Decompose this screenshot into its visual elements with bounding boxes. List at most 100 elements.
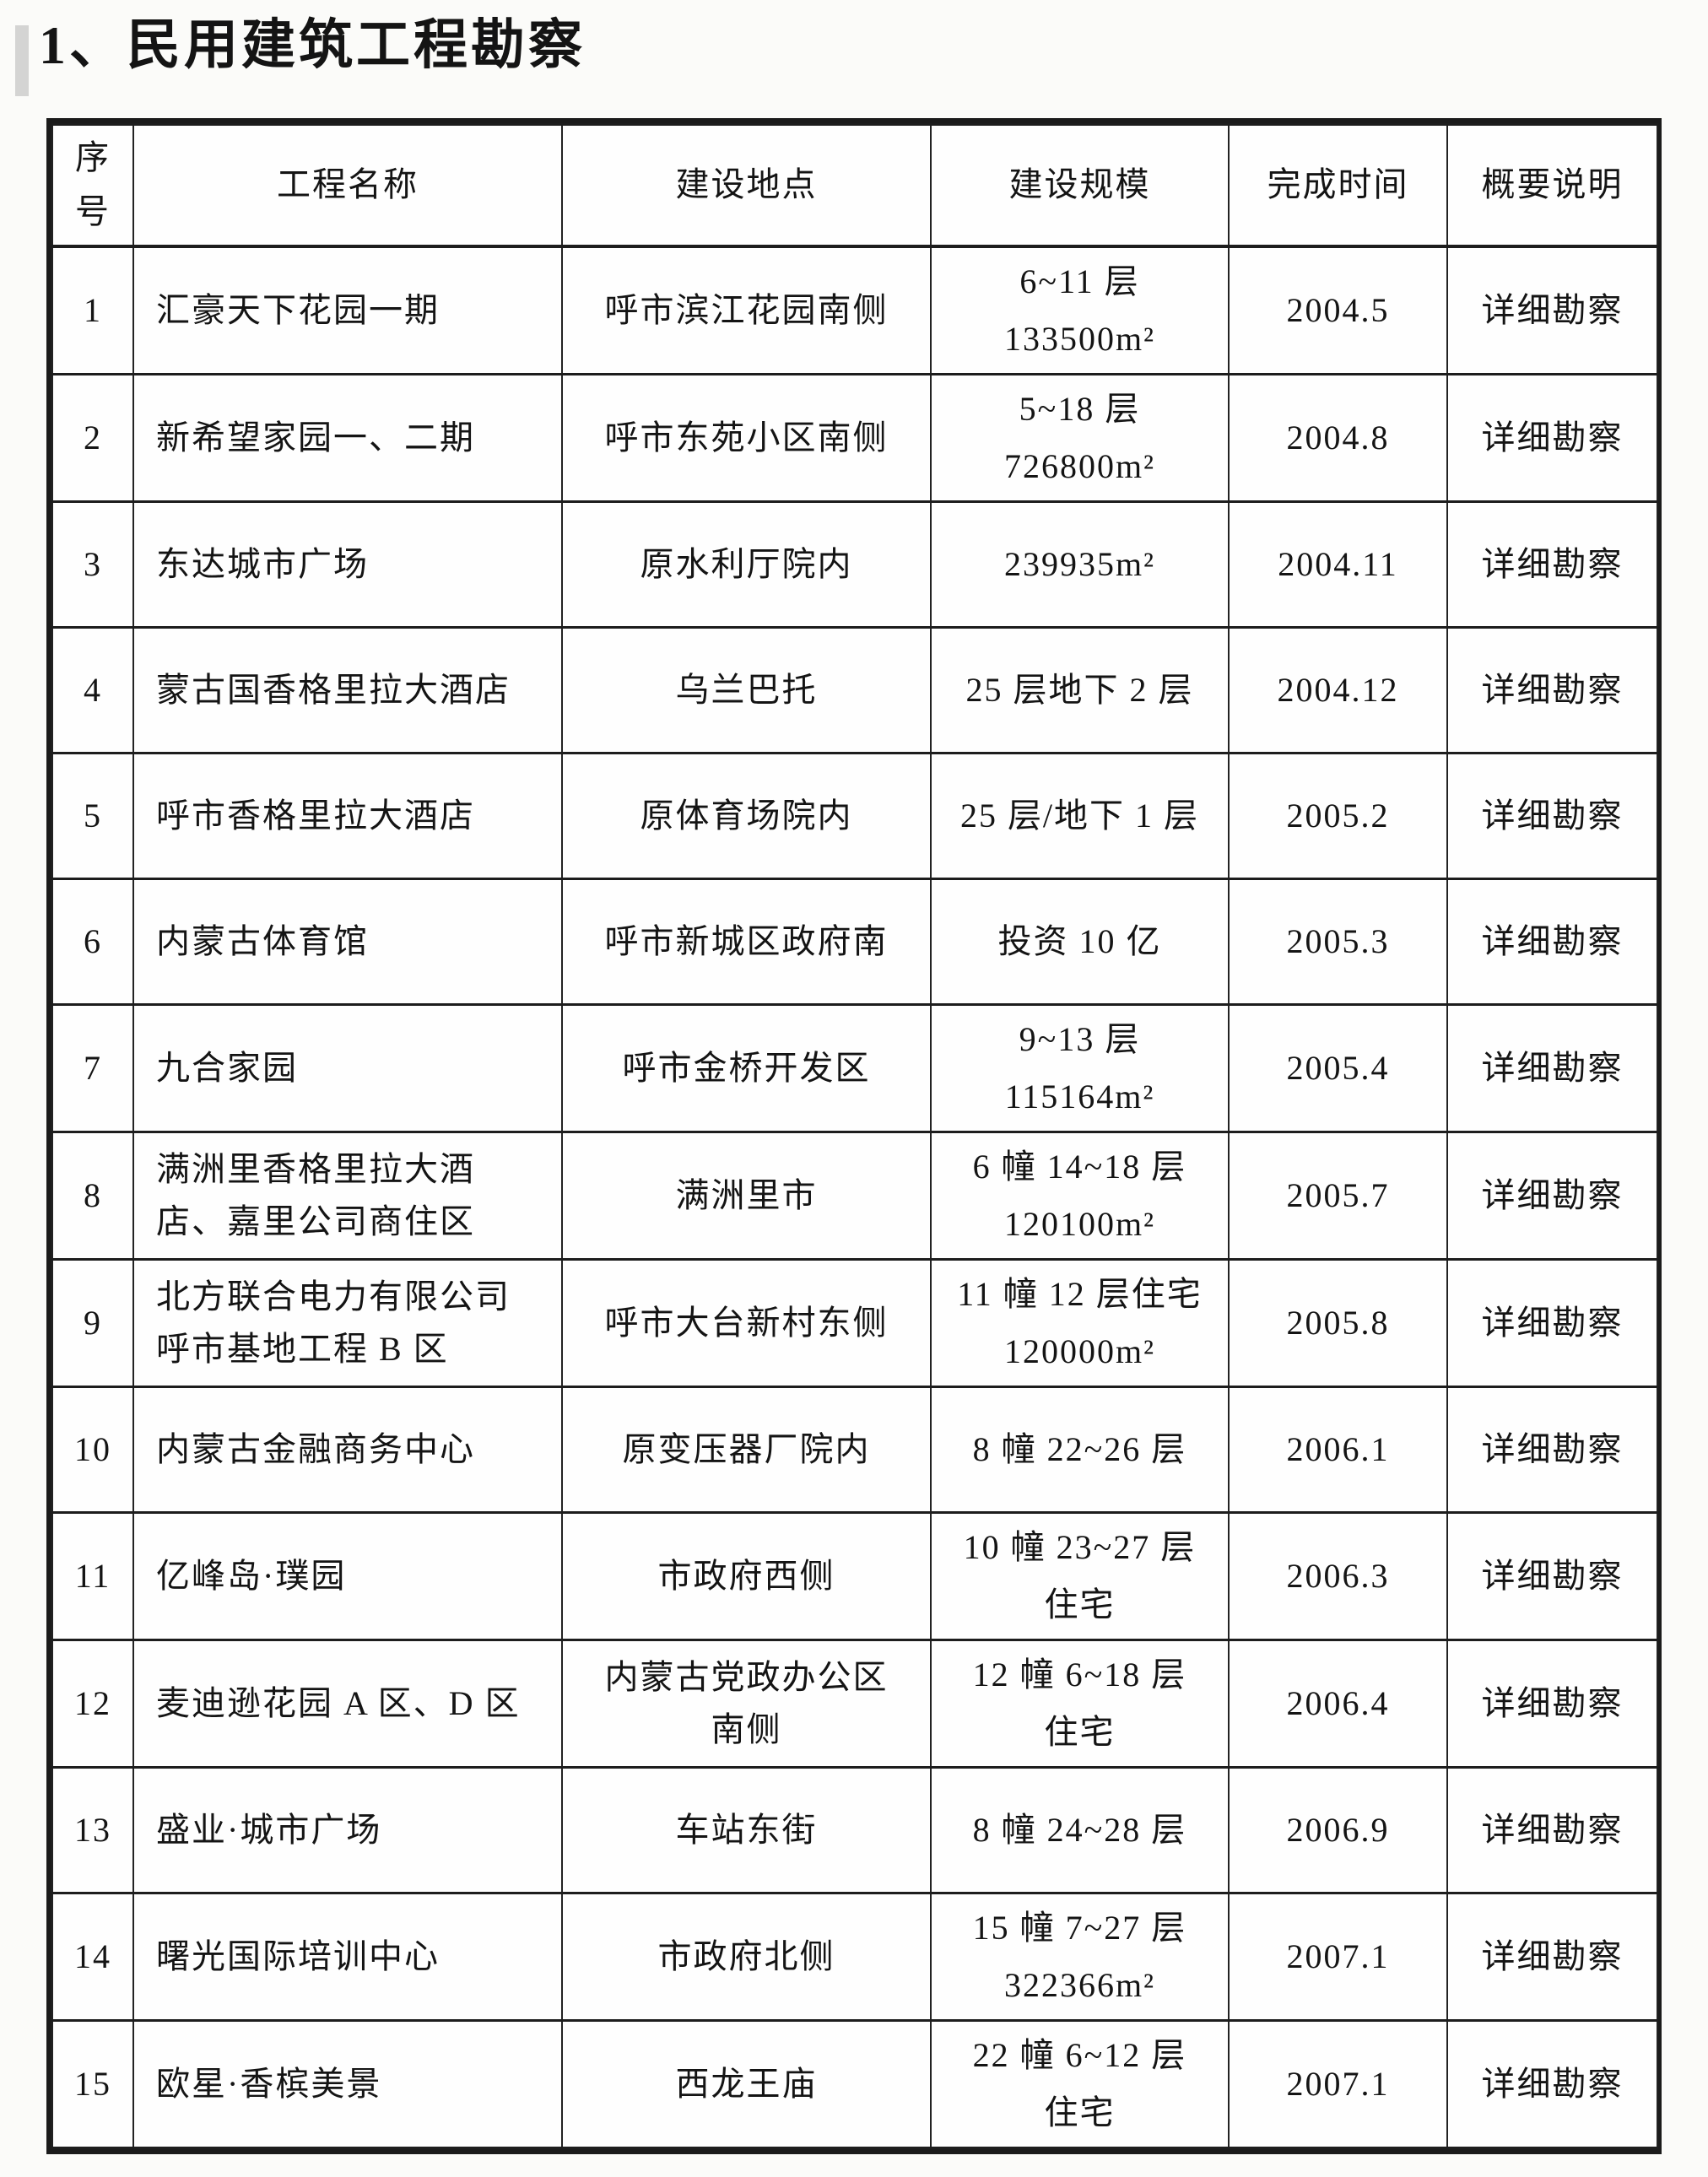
project-name-cell: 东达城市广场	[132, 500, 563, 629]
scan-artifact	[15, 25, 29, 96]
summary-cell: 详细勘察	[1446, 2018, 1658, 2149]
location-cell: 原变压器厂院内	[561, 1385, 932, 1514]
completion-date-cell: 2004.11	[1228, 500, 1448, 629]
page-title: 1、民用建筑工程勘察	[39, 15, 586, 75]
scale-cell: 8 幢 24~28 层	[930, 1765, 1230, 1894]
project-name-cell: 新希望家园一、二期	[132, 372, 563, 503]
project-name-cell: 欧星·香槟美景	[132, 2018, 563, 2149]
scale-line: 22 幢 6~12 层	[972, 2035, 1187, 2074]
table-row: 10 内蒙古金融商务中心 原变压器厂院内 8 幢 22~26 层 2006.1 详细勘察	[51, 1385, 1658, 1514]
table-row: 1 汇豪天下花园一期 呼市滨江花园南侧 6~11 层 133500m² 2004.5 详细勘…	[51, 245, 1658, 375]
location-cell: 呼市金桥开发区	[561, 1002, 932, 1133]
project-name-cell: 满洲里香格里拉大酒店、嘉里公司商住区	[132, 1130, 563, 1261]
completion-date-cell: 2004.12	[1228, 625, 1448, 754]
scale-line: 5~18 层	[1019, 389, 1141, 428]
table-row: 7 九合家园 呼市金桥开发区 9~13 层 115164m² 2005.4 详细勘察	[51, 1002, 1658, 1133]
table-row: 2 新希望家园一、二期 呼市东苑小区南侧 5~18 层 726800m² 2004.8 详细…	[51, 372, 1658, 503]
row-number-cell: 14	[51, 1891, 134, 2022]
summary-cell: 详细勘察	[1446, 245, 1658, 375]
scale-line: 120000m²	[1003, 1332, 1156, 1370]
summary-cell: 详细勘察	[1446, 1891, 1658, 2022]
completion-date-cell: 2004.5	[1228, 245, 1448, 375]
location-cell: 市政府西侧	[561, 1510, 932, 1641]
completion-date-cell: 2006.4	[1228, 1638, 1448, 1769]
scale-line: 11 幢 12 层住宅	[957, 1274, 1203, 1313]
scale-line: 322366m²	[1003, 1965, 1156, 2004]
row-number-cell: 6	[51, 877, 134, 1006]
location-cell: 呼市东苑小区南侧	[561, 372, 932, 503]
table-row: 14 曙光国际培训中心 市政府北侧 15 幢 7~27 层 322366m² 2007.1…	[51, 1891, 1658, 2022]
scale-cell: 12 幢 6~18 层住宅	[930, 1638, 1230, 1769]
completion-date-cell: 2005.7	[1228, 1130, 1448, 1261]
scale-line: 住宅	[1044, 1585, 1116, 1623]
completion-date-cell: 2006.1	[1228, 1385, 1448, 1514]
completion-date-cell: 2005.4	[1228, 1002, 1448, 1133]
scale-line: 8 幢 22~26 层	[972, 1429, 1187, 1468]
location-cell: 呼市滨江花园南侧	[561, 245, 932, 375]
project-name-cell: 曙光国际培训中心	[132, 1891, 563, 2022]
summary-cell: 详细勘察	[1446, 500, 1658, 629]
row-number-cell: 5	[51, 751, 134, 880]
row-number-cell: 12	[51, 1638, 134, 1769]
table-row: 6 内蒙古体育馆 呼市新城区政府南 投资 10 亿 2005.3 详细勘察	[51, 877, 1658, 1006]
summary-cell: 详细勘察	[1446, 1765, 1658, 1894]
column-header-project-name: 工程名称	[132, 123, 563, 248]
header-row: 序号 工程名称 建设地点 建设规模 完成时间 概要说明	[51, 123, 1658, 248]
row-number-cell: 10	[51, 1385, 134, 1514]
project-name-cell: 呼市香格里拉大酒店	[132, 751, 563, 880]
scale-line: 25 层地下 2 层	[965, 670, 1194, 709]
column-header-summary: 概要说明	[1446, 123, 1658, 248]
table-row: 3 东达城市广场 原水利厅院内 239935m² 2004.11 详细勘察	[51, 500, 1658, 629]
scale-cell: 15 幢 7~27 层 322366m²	[930, 1891, 1230, 2022]
project-name-cell: 内蒙古金融商务中心	[132, 1385, 563, 1514]
table-row: 13 盛业·城市广场 车站东街 8 幢 24~28 层 2006.9 详细勘察	[51, 1765, 1658, 1894]
summary-cell: 详细勘察	[1446, 1385, 1658, 1514]
scale-cell: 6 幢 14~18 层 120100m²	[930, 1130, 1230, 1261]
scale-cell: 239935m²	[930, 500, 1230, 629]
summary-cell: 详细勘察	[1446, 1510, 1658, 1641]
scale-cell: 投资 10 亿	[930, 877, 1230, 1006]
project-name-cell: 汇豪天下花园一期	[132, 245, 563, 375]
table-row: 9 北方联合电力有限公司呼市基地工程 B 区呼市大台新村东侧 11 幢 12 层住宅…	[51, 1257, 1658, 1388]
project-name-cell: 盛业·城市广场	[132, 1765, 563, 1894]
projects-table-grid: 序号 工程名称 建设地点 建设规模 完成时间 概要说明 1 汇豪天下花园一期 呼市滨…	[51, 123, 1658, 2149]
scale-cell: 25 层地下 2 层	[930, 625, 1230, 754]
row-number-cell: 9	[51, 1257, 134, 1388]
scale-cell: 5~18 层 726800m²	[930, 372, 1230, 503]
summary-cell: 详细勘察	[1446, 372, 1658, 503]
scale-line: 8 幢 24~28 层	[972, 1810, 1187, 1849]
row-number-cell: 15	[51, 2018, 134, 2149]
summary-cell: 详细勘察	[1446, 1130, 1658, 1261]
scale-line: 10 幢 23~27 层	[963, 1527, 1197, 1566]
location-cell: 市政府北侧	[561, 1891, 932, 2022]
row-number-cell: 11	[51, 1510, 134, 1641]
completion-date-cell: 2005.8	[1228, 1257, 1448, 1388]
scale-line: 120100m²	[1003, 1204, 1156, 1243]
summary-cell: 详细勘察	[1446, 751, 1658, 880]
table-row: 8 满洲里香格里拉大酒店、嘉里公司商住区 满洲里市 6 幢 14~18 层 120100…	[51, 1130, 1658, 1261]
location-cell: 车站东街	[561, 1765, 932, 1894]
scale-line: 15 幢 7~27 层	[972, 1908, 1187, 1947]
row-number-cell: 8	[51, 1130, 134, 1261]
row-number-cell: 4	[51, 625, 134, 754]
scale-line: 6 幢 14~18 层	[972, 1147, 1187, 1186]
row-number-cell: 1	[51, 245, 134, 375]
completion-date-cell: 2004.8	[1228, 372, 1448, 503]
projects-table: 序号 工程名称 建设地点 建设规模 完成时间 概要说明 1 汇豪天下花园一期 呼市滨…	[46, 118, 1662, 2154]
scale-line: 726800m²	[1003, 446, 1156, 485]
location-cell: 满洲里市	[561, 1130, 932, 1261]
scale-line: 25 层/地下 1 层	[959, 796, 1200, 835]
location-cell: 内蒙古党政办公区南侧	[561, 1638, 932, 1769]
scale-cell: 8 幢 22~26 层	[930, 1385, 1230, 1514]
project-name-cell: 九合家园	[132, 1002, 563, 1133]
completion-date-cell: 2005.3	[1228, 877, 1448, 1006]
scale-cell: 11 幢 12 层住宅 120000m²	[930, 1257, 1230, 1388]
summary-cell: 详细勘察	[1446, 1638, 1658, 1769]
row-number-cell: 13	[51, 1765, 134, 1894]
completion-date-cell: 2006.3	[1228, 1510, 1448, 1641]
project-name-cell: 麦迪逊花园 A 区、D 区	[132, 1638, 563, 1769]
row-number-cell: 2	[51, 372, 134, 503]
scale-line: 115164m²	[1004, 1077, 1155, 1116]
location-cell: 西龙王庙	[561, 2018, 932, 2149]
column-header-no: 序号	[51, 123, 134, 248]
